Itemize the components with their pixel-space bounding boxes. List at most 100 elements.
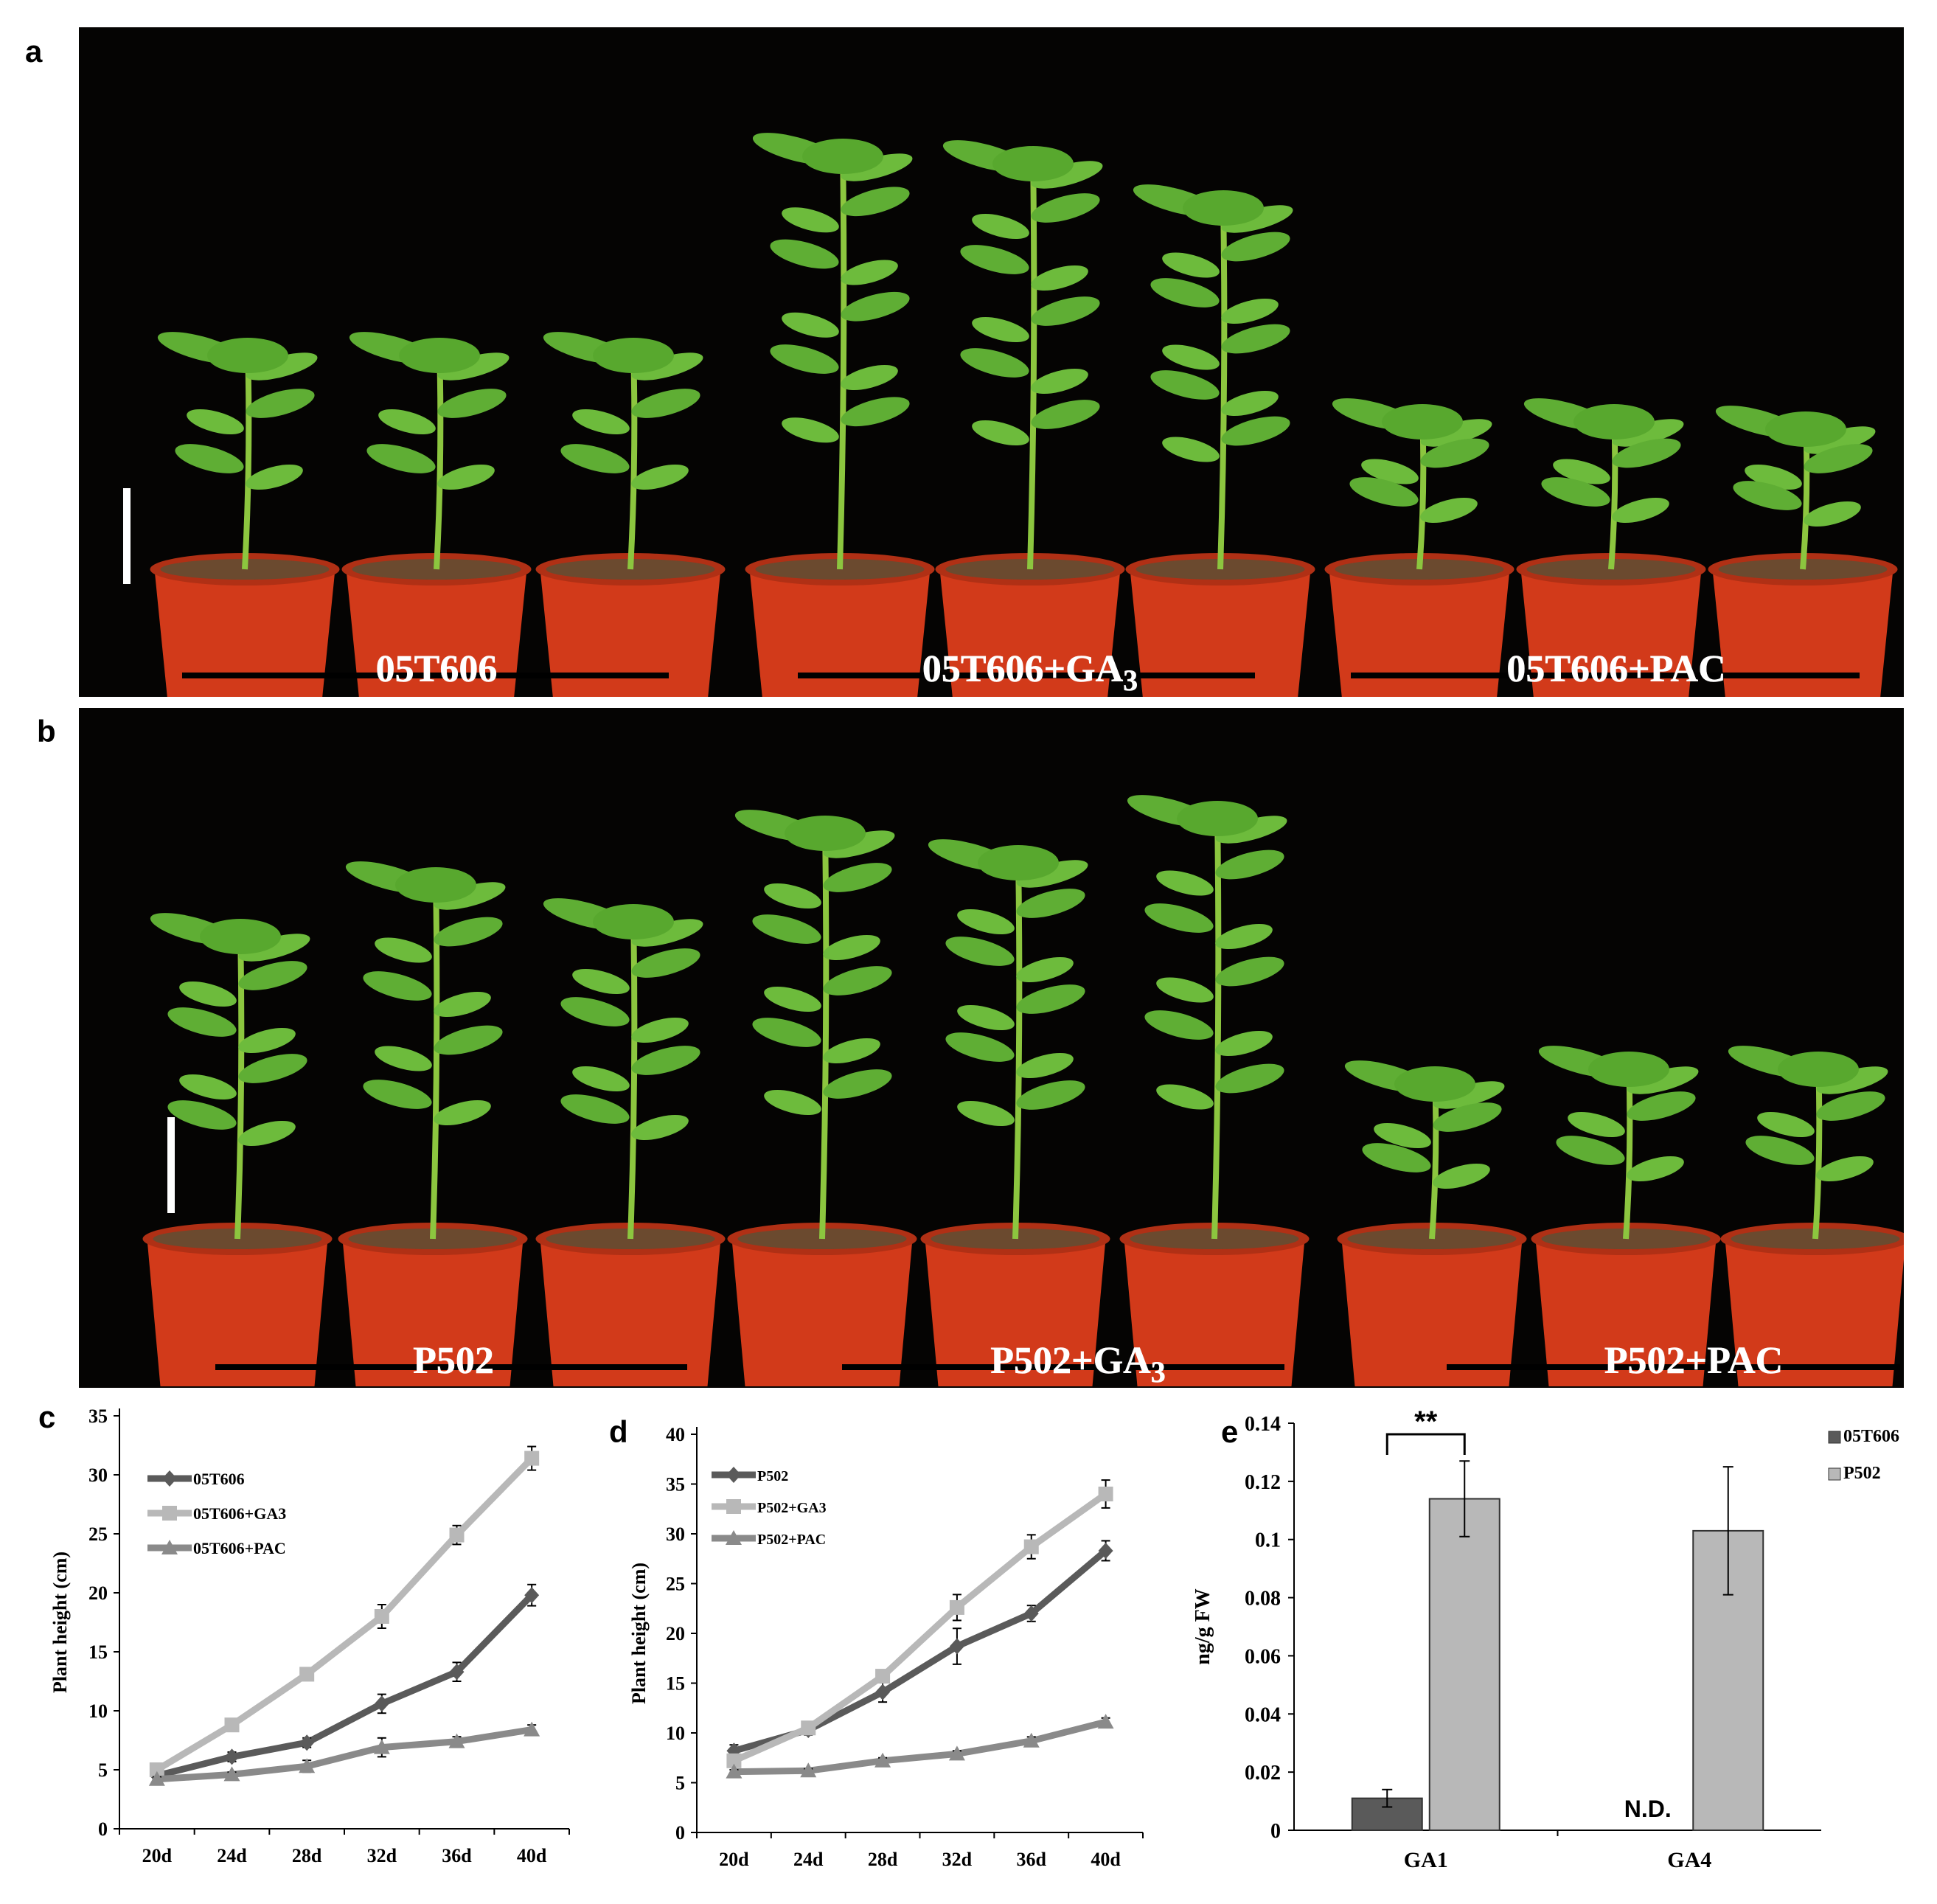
leaf [823, 1038, 880, 1064]
group-bar-3 [1447, 1364, 1900, 1370]
y-tick-label: 5 [98, 1759, 108, 1781]
leaf [1420, 438, 1489, 468]
leaf [238, 1027, 296, 1054]
pot-body [147, 1239, 328, 1386]
data-point-P502+GA3 [1023, 1539, 1039, 1554]
leaf [1612, 497, 1669, 524]
leaf [187, 409, 244, 435]
chart-d-svg: 0 5 10 15 20 25 30 35 40 20d 24d 28d 32d 36d 40d Plant … [628, 1424, 1144, 1870]
leaf-crown [207, 338, 288, 373]
significance-label: ** [1414, 1406, 1438, 1438]
leaf [1150, 370, 1220, 400]
leaf [957, 1100, 1015, 1127]
y-tick-label: 0.04 [1245, 1703, 1281, 1726]
leaf [1156, 977, 1214, 1003]
y-tick-label: 20 [88, 1582, 108, 1604]
leaf [1215, 1063, 1284, 1094]
scale-bar [167, 1117, 175, 1213]
leaf [1804, 426, 1876, 454]
legend-marker [726, 1530, 742, 1545]
leaf [823, 966, 892, 996]
data-point-P502+PAC [874, 1752, 891, 1768]
plant-height-chart-P502: 0 5 10 15 20 25 30 35 40 20d 24d 28d 32d 36d 40d Plant … [627, 1423, 1158, 1880]
pot-body [346, 569, 527, 697]
data-point-05T606+PAC [148, 1771, 165, 1786]
leaf [631, 1046, 700, 1075]
leaf [572, 409, 630, 435]
plant-pot-3 [535, 332, 726, 697]
pot-body [1712, 569, 1893, 697]
x-tick-label: 24d [793, 1849, 824, 1870]
stem [627, 914, 638, 1240]
data-point-05T606+GA3 [224, 1717, 240, 1733]
panel-letter-e: e [1221, 1414, 1239, 1449]
y-tick-label: 30 [88, 1465, 108, 1486]
leaf [1221, 390, 1279, 417]
leaf [375, 1046, 432, 1071]
pot-body [154, 569, 335, 697]
data-point-05T606+PAC [299, 1758, 316, 1773]
bar-P502-GA1 [1428, 1498, 1500, 1831]
leaf [841, 153, 913, 181]
leaf-crown [593, 904, 674, 939]
leaf [631, 389, 700, 418]
leaf [560, 444, 630, 473]
y-tick-label: 0.08 [1245, 1588, 1281, 1611]
significance-bracket [1385, 1433, 1466, 1455]
leaf [823, 830, 895, 858]
y-tick-label: 25 [666, 1574, 685, 1595]
leaf [363, 1080, 432, 1109]
group-bar-2 [798, 673, 1255, 678]
leaf [631, 352, 703, 381]
y-tick-label: 35 [88, 1406, 108, 1427]
data-point-P502+GA3 [875, 1669, 891, 1684]
leaf [782, 312, 839, 338]
plant-pot-2 [341, 332, 532, 697]
data-point-P502 [1098, 1542, 1113, 1559]
data-point-05T606 [524, 1587, 540, 1604]
data-point-05T606+GA3 [449, 1527, 465, 1543]
plant-pot-7 [1324, 398, 1515, 697]
group-label-2: P502+GA3 [990, 1340, 1165, 1388]
leaf [1016, 1052, 1074, 1079]
legend-marker [726, 1499, 741, 1514]
leaf-crown [785, 816, 866, 851]
x-tick-label: 28d [868, 1849, 898, 1870]
x-tick-label: GA1 [1404, 1848, 1448, 1872]
leaf [1162, 252, 1220, 278]
leaf [246, 464, 303, 490]
not-detected-label: N.D. [1624, 1796, 1672, 1822]
leaf [1221, 205, 1293, 233]
leaf-crown [399, 338, 480, 373]
group-label-1: P502 [413, 1340, 494, 1382]
legend-label: P502 [1843, 1464, 1881, 1483]
leaf [1804, 501, 1861, 527]
leaf [437, 389, 507, 418]
leaf-crown [1588, 1052, 1669, 1087]
leaf [1215, 816, 1287, 844]
leaf [631, 948, 700, 978]
group-bar-3 [1351, 673, 1860, 678]
leaf [1031, 265, 1088, 291]
group-label-subscript: 3 [1123, 664, 1138, 697]
plant-pot-7 [1337, 1060, 1527, 1386]
leaf [841, 397, 910, 427]
plant-photo-b: P502 P502+GA3 P502+PAC [79, 708, 1904, 1388]
pot-body [540, 569, 721, 697]
leaf-crown [802, 139, 883, 174]
data-point-05T606+PAC [448, 1733, 465, 1748]
x-tick-label: 32d [367, 1845, 397, 1866]
leaf [1541, 477, 1610, 507]
data-point-P502 [875, 1684, 891, 1700]
leaf [1156, 1084, 1214, 1110]
leaf [960, 348, 1029, 378]
legend-label: 05T606+PAC [193, 1539, 286, 1557]
plant-pot-8 [1531, 1046, 1721, 1386]
leaf [1816, 1156, 1874, 1182]
leaf [179, 1074, 237, 1100]
plant-pot-4 [727, 810, 917, 1386]
y-tick-label: 10 [666, 1723, 685, 1744]
group-label-3: 05T606+PAC [1506, 648, 1725, 690]
y-tick-label: 0 [98, 1818, 108, 1840]
leaf [1627, 1066, 1699, 1094]
